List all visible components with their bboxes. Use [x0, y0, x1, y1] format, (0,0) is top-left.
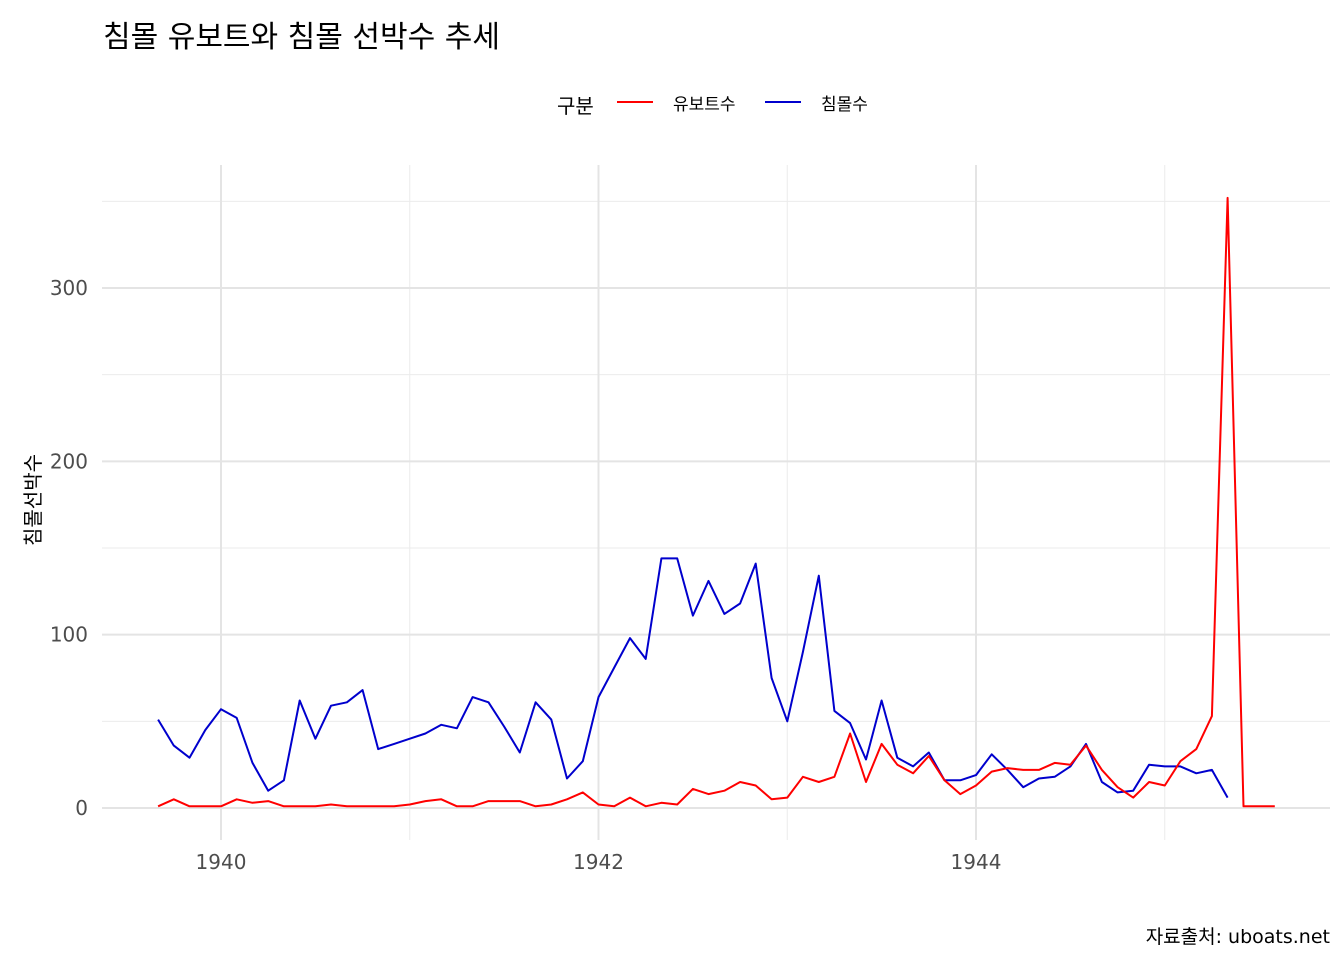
x-tick-label: 1940 — [196, 850, 247, 874]
legend: 구분 유보트수 침몰수 — [0, 86, 1344, 120]
legend-key-uboats — [617, 101, 653, 103]
y-axis-ticks: 0 100 200 300 — [50, 276, 88, 820]
y-tick-label: 200 — [50, 449, 88, 473]
legend-key-sunk — [765, 101, 801, 103]
series-lines — [157, 196, 1275, 808]
legend-label-uboats: 유보트수 — [673, 95, 736, 115]
caption: 자료출처: uboats.net — [1145, 926, 1330, 948]
y-tick-label: 100 — [50, 623, 88, 647]
y-tick-label: 0 — [75, 796, 88, 820]
series-line-uboats — [157, 196, 1275, 808]
chart-title: 침몰 유보트와 침몰 선박수 추세 — [103, 20, 500, 55]
x-tick-label: 1942 — [573, 850, 624, 874]
legend-title: 구분 — [557, 94, 594, 118]
x-axis-ticks: 1940 1942 1944 — [196, 850, 1002, 874]
y-tick-label: 300 — [50, 276, 88, 300]
x-tick-label: 1944 — [951, 850, 1002, 874]
grid — [102, 165, 1330, 840]
legend-label-sunk: 침몰수 — [821, 95, 868, 115]
y-axis-label: 침몰선박수 — [21, 454, 45, 546]
series-line-sunk — [157, 557, 1229, 799]
